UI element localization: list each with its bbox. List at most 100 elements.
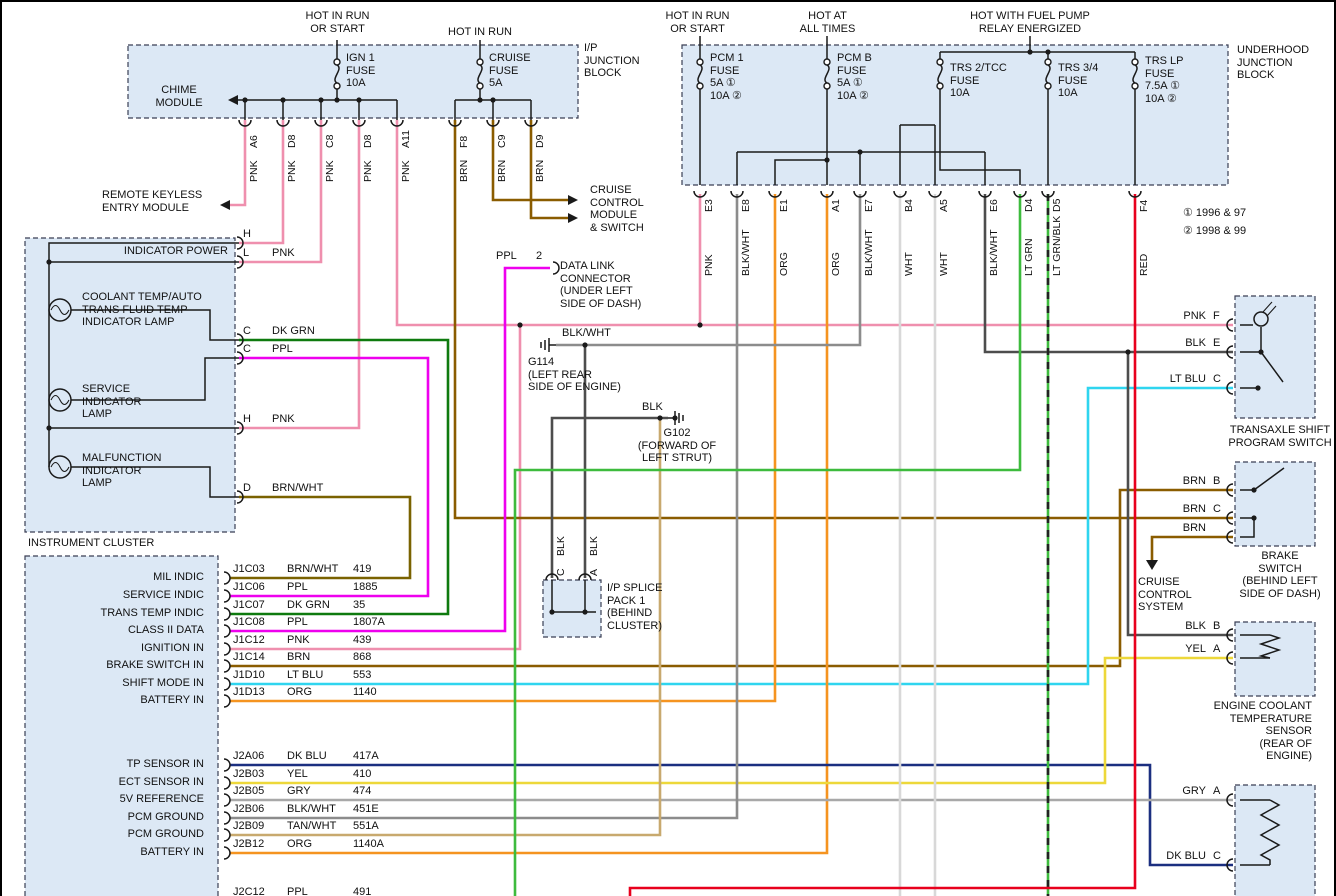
right-pin-letter: B bbox=[1213, 475, 1221, 487]
wire-yel-ect-sensor bbox=[230, 656, 1233, 785]
brake-switch-box bbox=[1234, 461, 1316, 547]
wire-dkgrn-trans-temp bbox=[230, 338, 450, 616]
pcm-cavity: J2B05 bbox=[233, 785, 265, 797]
pcm-wire-color: PPL bbox=[287, 616, 308, 628]
feed-label: HOT IN RUN OR START bbox=[305, 10, 370, 35]
ip-pin-label: C9 bbox=[496, 134, 508, 148]
right-pin-letter: A bbox=[1213, 643, 1221, 655]
wire-brn-cruise-fuse-brake-c bbox=[453, 120, 1233, 520]
right-component-pin-arcs bbox=[1226, 318, 1234, 872]
splice-wire-color: BLK bbox=[588, 536, 600, 556]
indicator-led-arrows bbox=[1262, 301, 1277, 317]
uh-pin-label: A1 bbox=[830, 199, 842, 212]
ip-pin-arcs bbox=[238, 119, 538, 127]
right-pin-letter: F bbox=[1213, 310, 1220, 322]
wire-blk-ect-b bbox=[1126, 352, 1233, 637]
wire-pnk-ignition-bus bbox=[395, 120, 1233, 327]
fuse-terminals bbox=[333, 58, 1139, 90]
ign1-fuse-label: IGN 1 FUSE 10A bbox=[346, 52, 376, 89]
pcm-cavity: J2B06 bbox=[233, 803, 265, 815]
feed-label: HOT AT ALL TIMES bbox=[799, 10, 856, 35]
wire-blk-splice-c-g102 bbox=[550, 416, 668, 578]
cluster-pin-letter: D bbox=[243, 482, 251, 494]
pcm-signal: ECT SENSOR IN bbox=[118, 776, 204, 788]
ip-wire-color: BRN bbox=[534, 160, 546, 182]
trs34-fuse-label: TRS 3/4 FUSE 10A bbox=[1058, 62, 1099, 99]
pcm-cavity: J2B12 bbox=[233, 838, 265, 850]
wire-blkwht-g114 bbox=[556, 194, 862, 347]
pcm-wire-color: LT BLU bbox=[287, 669, 324, 681]
pcm-cavity: J1D13 bbox=[233, 686, 265, 698]
feed-label: HOT IN RUN bbox=[448, 26, 512, 38]
cruise-fuse-label: CRUISE FUSE 5A bbox=[489, 52, 531, 89]
pcm-cavity: J2C12 bbox=[233, 886, 265, 896]
uh-pin-label: E1 bbox=[778, 199, 790, 212]
pcm-wire-color: GRY bbox=[287, 785, 311, 797]
pcm-signal: PCM GROUND bbox=[127, 811, 204, 823]
coolant-lamp-icon bbox=[48, 298, 72, 322]
pcm-wire-color: BRN/WHT bbox=[287, 563, 339, 575]
pcm-signal: MIL INDIC bbox=[153, 571, 204, 583]
pcm-cavity: J1C12 bbox=[233, 634, 265, 646]
ip-junction-block-box bbox=[127, 44, 579, 119]
wire-pnk-indicator-power-h bbox=[239, 120, 285, 245]
pcm-cavity: J1C14 bbox=[233, 651, 265, 663]
pcm-wire-color: BRN bbox=[287, 651, 311, 663]
ip-pin-label: C8 bbox=[324, 134, 336, 148]
cluster-pin-letter: H bbox=[243, 413, 251, 425]
cruise-system-arrow-icon bbox=[1146, 560, 1158, 570]
mil-lamp-icon bbox=[48, 455, 72, 479]
g102-label: G102 (FORWARD OF LEFT STRUT) bbox=[637, 427, 717, 464]
uh-pin-label: F4 bbox=[1138, 200, 1150, 212]
pcm-signal: TP SENSOR IN bbox=[126, 758, 204, 770]
cruise-module-arrow-1-icon bbox=[568, 195, 578, 205]
pcm-wire-color: PPL bbox=[287, 581, 308, 593]
uh-block-label: UNDERHOOD JUNCTION BLOCK bbox=[1237, 44, 1310, 81]
legend-1996-97: ① 1996 & 97 bbox=[1183, 207, 1247, 219]
pcm1-fuse-label: PCM 1 FUSE 5A ① 10A ② bbox=[710, 52, 744, 102]
pcm-cavity: J1C08 bbox=[233, 616, 265, 628]
pcm-pin-arcs bbox=[223, 571, 231, 860]
cluster-pin-letter: L bbox=[243, 247, 250, 259]
ip-pin-label: D8 bbox=[286, 134, 298, 148]
wire-ltgrn-d4 bbox=[513, 194, 1022, 896]
wire-brnwht-mil bbox=[230, 495, 412, 580]
pcm-circuit: 1140 bbox=[353, 686, 377, 698]
uh-wire-color: ORG bbox=[830, 252, 842, 276]
pcm-circuit: 868 bbox=[353, 651, 372, 663]
indicator-power-label: INDICATOR POWER bbox=[123, 245, 228, 257]
chime-module-label: CHIME MODULE bbox=[155, 84, 203, 109]
fuse-elements bbox=[334, 64, 1138, 84]
g114-label: G114 (LEFT REAR SIDE OF ENGINE) bbox=[528, 356, 621, 393]
ect-sensor-box bbox=[1234, 621, 1316, 697]
ip-pin-label: D8 bbox=[362, 134, 374, 148]
uh-wire-color: BLK/WHT bbox=[988, 229, 1000, 276]
pcm-wire-color: DK BLU bbox=[287, 750, 327, 762]
wire-blk-transaxle-e bbox=[983, 194, 1233, 354]
pcm-cavity: J1D10 bbox=[233, 669, 265, 681]
ip-pin-label: A6 bbox=[248, 135, 260, 148]
feed-label: HOT IN RUN OR START bbox=[665, 10, 730, 35]
pcm-wire-color: ORG bbox=[287, 838, 313, 850]
right-pin-letter: C bbox=[1213, 503, 1221, 515]
uh-pin-label: A5 bbox=[938, 199, 950, 212]
right-wire-color: YEL bbox=[1185, 643, 1206, 655]
wire-org-battery-1 bbox=[230, 194, 777, 703]
pcm-circuit: 35 bbox=[353, 599, 366, 611]
pcm-signal: BATTERY IN bbox=[140, 846, 204, 858]
right-wire-color: BRN bbox=[1182, 503, 1206, 515]
right-components-internal-lines bbox=[1240, 324, 1285, 866]
pcm-circuit: 474 bbox=[353, 785, 372, 797]
pcm-circuit: 439 bbox=[353, 634, 372, 646]
pcm-signal: TRANS TEMP INDIC bbox=[100, 607, 205, 619]
wire-tanwht-pcm-ground-2 bbox=[230, 418, 662, 837]
uh-wire-color: PNK bbox=[703, 254, 715, 276]
pcm-wire-color: DK GRN bbox=[287, 599, 330, 611]
uh-pin-label: D5 bbox=[1051, 198, 1063, 212]
pcm-cavity: J2A06 bbox=[233, 750, 265, 762]
right-wire-color: LT BLU bbox=[1169, 373, 1206, 385]
lamp-filaments bbox=[50, 304, 70, 473]
pcm-cavity: J1C07 bbox=[233, 599, 265, 611]
right-pin-letter: A bbox=[1213, 785, 1221, 797]
